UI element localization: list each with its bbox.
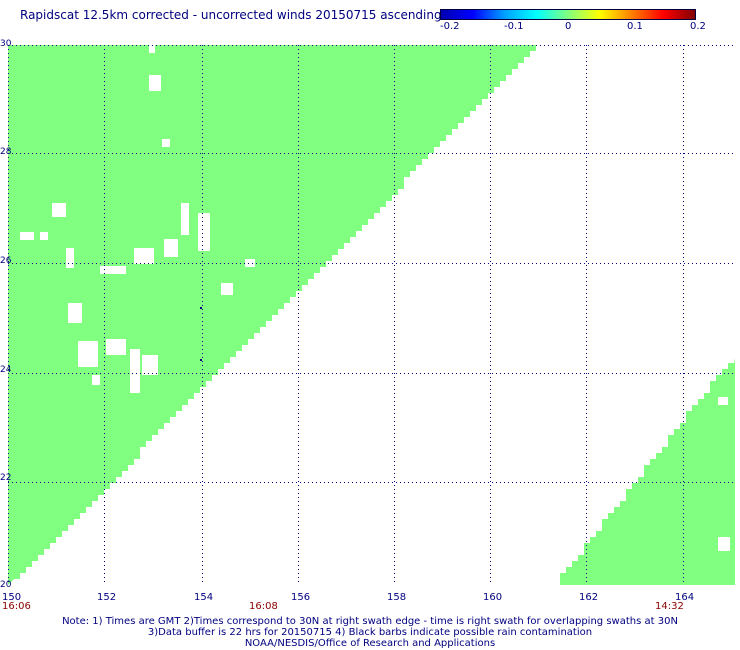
data-gap xyxy=(92,375,100,385)
colorbar-tick-label: 0.1 xyxy=(627,21,643,32)
data-gap xyxy=(106,339,126,355)
data-gap xyxy=(134,248,154,264)
data-gap xyxy=(149,75,161,91)
colorbar-tick-label: -0.1 xyxy=(504,21,524,32)
data-gap xyxy=(181,203,189,235)
data-gap xyxy=(52,203,66,217)
data-gap xyxy=(78,341,98,367)
data-gap xyxy=(130,349,140,393)
time-label: 14:32 xyxy=(655,601,684,612)
lat-label-26: 26 xyxy=(0,256,12,266)
wind-barb xyxy=(200,359,202,361)
swath-left xyxy=(8,45,536,585)
colorbar-tick-label: 0.2 xyxy=(690,21,706,32)
lon-label-158: 158 xyxy=(387,592,407,603)
colorbar-tick-label: -0.2 xyxy=(440,21,460,32)
time-label: 16:08 xyxy=(249,601,278,612)
lon-label-162: 162 xyxy=(579,592,599,603)
data-gap xyxy=(100,266,126,274)
swath-right xyxy=(558,358,735,585)
colorbar-tick-label: 0 xyxy=(565,21,572,32)
footer-note-line-2: 3)Data buffer is 22 hrs for 20150715 4) … xyxy=(147,627,593,638)
data-gap xyxy=(40,232,48,240)
colorbar xyxy=(440,9,696,20)
lat-label-24: 24 xyxy=(0,365,12,375)
lon-label-160: 160 xyxy=(483,592,503,603)
data-gap xyxy=(68,303,82,323)
lon-label-156: 156 xyxy=(291,592,311,603)
lon-label-164: 164 xyxy=(675,592,695,603)
lon-label-152: 152 xyxy=(97,592,117,603)
data-gap xyxy=(149,45,155,53)
data-gap xyxy=(718,537,730,551)
lon-label-150: 150 xyxy=(2,592,22,603)
data-gap xyxy=(162,139,170,147)
lat-label-30: 30 xyxy=(0,39,12,49)
data-gap xyxy=(221,283,233,295)
time-label: 16:06 xyxy=(2,601,31,612)
data-gap xyxy=(198,213,210,251)
lat-label-20: 20 xyxy=(0,580,12,590)
data-gap xyxy=(66,248,74,268)
wind-map xyxy=(8,45,735,585)
lon-label-154: 154 xyxy=(194,592,214,603)
data-gap xyxy=(20,232,34,240)
data-gap xyxy=(718,397,728,405)
lat-label-22: 22 xyxy=(0,473,12,483)
data-gap xyxy=(142,355,158,375)
wind-barb xyxy=(200,307,202,309)
data-gap xyxy=(164,239,178,257)
footer-note-line-1: Note: 1) Times are GMT 2)Times correspon… xyxy=(62,616,678,627)
data-gap xyxy=(245,259,255,267)
lat-label-28: 28 xyxy=(0,147,12,157)
page-title: Rapidscat 12.5km corrected - uncorrected… xyxy=(20,8,442,22)
footer-credit: NOAA/NESDIS/Office of Research and Appli… xyxy=(244,638,496,649)
